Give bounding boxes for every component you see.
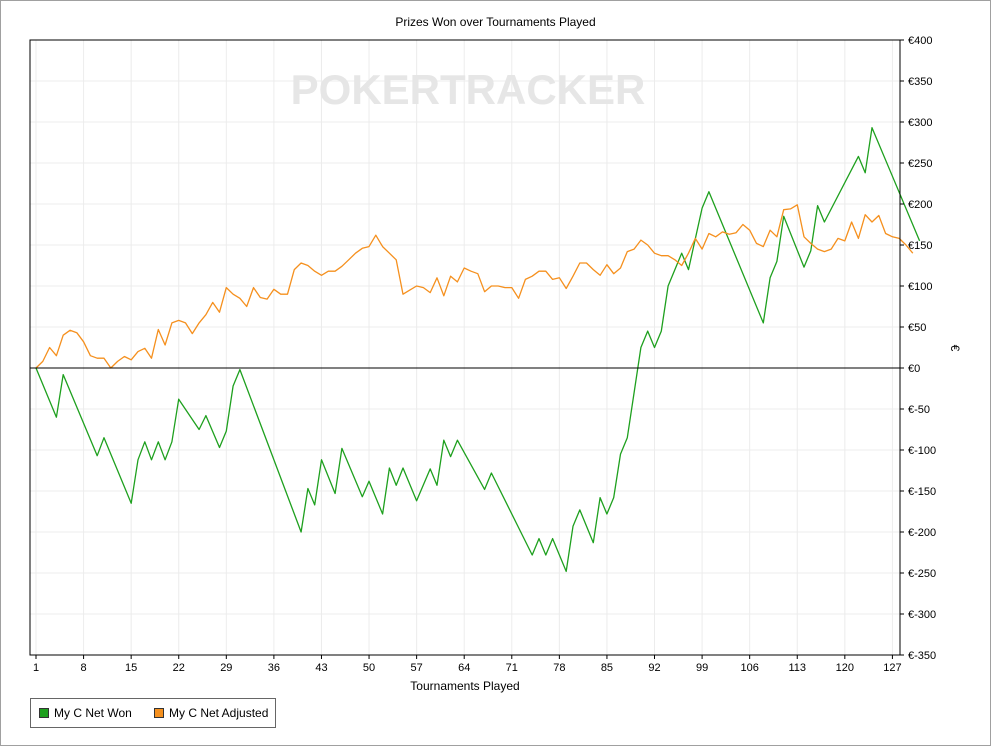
y-tick-label: €-350 [908, 650, 936, 662]
plot-area [30, 40, 900, 655]
series-lines [35, 127, 921, 573]
y-tick-label: €350 [908, 76, 932, 88]
x-tick-label: 15 [125, 662, 137, 674]
x-tick-label: 43 [315, 662, 327, 674]
y-tick-label: €400 [908, 35, 932, 47]
series-line-net-won [35, 127, 921, 573]
x-tick-label: 64 [458, 662, 470, 674]
y-tick-label: €300 [908, 117, 932, 129]
axes [29, 39, 904, 659]
legend-label-net-won: My C Net Won [54, 706, 132, 720]
x-tick-label: 120 [836, 662, 854, 674]
y-tick-label: €200 [908, 199, 932, 211]
x-tick-label: 8 [81, 662, 87, 674]
y-tick-label: €-50 [908, 404, 930, 416]
x-tick-label: 22 [173, 662, 185, 674]
x-tick-label: 57 [411, 662, 423, 674]
y-tick-label: €-250 [908, 568, 936, 580]
chart-title: Prizes Won over Tournaments Played [395, 15, 596, 29]
legend-item-net-won: My C Net Won [39, 706, 132, 720]
x-tick-label: 85 [601, 662, 613, 674]
y-tick-label: €-150 [908, 486, 936, 498]
y-tick-label: €250 [908, 158, 932, 170]
tick-labels: €400 €350 €300 €250 €200 €150 €100 €50 €0 €-50 €-1… [33, 35, 936, 674]
x-axis-label: Tournaments Played [410, 679, 520, 693]
legend-item-net-adjusted: My C Net Adjusted [154, 706, 268, 720]
x-tick-label: 50 [363, 662, 375, 674]
x-tick-label: 29 [220, 662, 232, 674]
legend: My C Net Won My C Net Adjusted [30, 698, 276, 728]
x-tick-label: 106 [740, 662, 758, 674]
x-tick-label: 71 [506, 662, 518, 674]
x-tick-label: 127 [883, 662, 901, 674]
grid-lines [30, 39, 900, 656]
y-tick-label: €-100 [908, 445, 936, 457]
y-tick-label: €50 [908, 322, 926, 334]
x-tick-label: 113 [788, 662, 806, 674]
x-tick-label: 99 [696, 662, 708, 674]
legend-label-net-adjusted: My C Net Adjusted [169, 706, 269, 720]
watermark: POKERTRACKER [291, 66, 646, 113]
y-tick-label: €150 [908, 240, 932, 252]
x-tick-label: 78 [553, 662, 565, 674]
legend-swatch-net-adjusted [154, 708, 164, 718]
x-tick-label: 36 [268, 662, 280, 674]
y-tick-label: €-200 [908, 527, 936, 539]
series-line-net-adjusted [35, 204, 914, 369]
y-tick-label: €0 [908, 363, 920, 375]
x-tick-label: 1 [33, 662, 39, 674]
x-tick-label: 92 [648, 662, 660, 674]
y-axis-label: € [948, 345, 962, 352]
y-tick-label: €-300 [908, 609, 936, 621]
legend-swatch-net-won [39, 708, 49, 718]
plot-border [29, 39, 901, 656]
y-tick-label: €100 [908, 281, 932, 293]
